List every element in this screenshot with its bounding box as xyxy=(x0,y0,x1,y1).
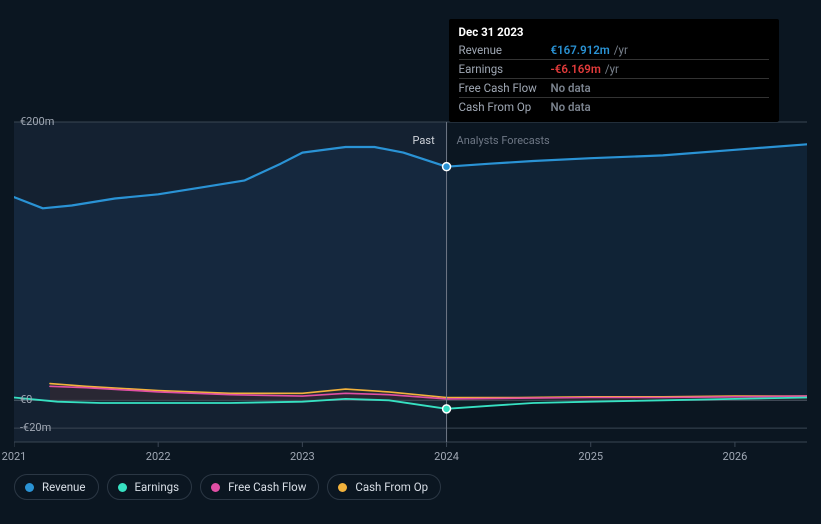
plot-area: €200m €0 -€20m 2021 2022 2023 2024 2025 … xyxy=(14,14,807,496)
x-tick-label: 2021 xyxy=(2,450,27,463)
tooltip-label: Earnings xyxy=(459,62,551,76)
tooltip-value: €167.912m xyxy=(551,43,610,57)
tooltip-label: Revenue xyxy=(459,43,551,57)
legend-label: Earnings xyxy=(135,480,180,494)
legend-item-fcf[interactable]: Free Cash Flow xyxy=(200,474,319,500)
legend-label: Revenue xyxy=(42,480,86,494)
y-tick-label: €200m xyxy=(20,115,54,128)
tooltip-label: Free Cash Flow xyxy=(459,81,551,95)
legend-dot-icon xyxy=(338,483,347,492)
legend-label: Free Cash Flow xyxy=(228,480,306,494)
tooltip-row-fcf: Free Cash Flow No data xyxy=(459,78,769,97)
tooltip-value: -€6.169m xyxy=(551,62,601,76)
x-tick-label: 2023 xyxy=(290,450,315,463)
tooltip: Dec 31 2023 Revenue €167.912m /yr Earnin… xyxy=(449,19,779,122)
legend-dot-icon xyxy=(118,483,127,492)
tooltip-row-cfo: Cash From Op No data xyxy=(459,97,769,116)
y-tick-label: €0 xyxy=(20,393,32,406)
legend-item-cfo[interactable]: Cash From Op xyxy=(327,474,441,500)
tooltip-row-revenue: Revenue €167.912m /yr xyxy=(459,41,769,59)
tooltip-unit: /yr xyxy=(614,43,628,57)
section-label-past: Past xyxy=(413,134,435,147)
tooltip-value: No data xyxy=(551,100,591,114)
x-tick-label: 2024 xyxy=(434,450,459,463)
section-label-forecast: Analysts Forecasts xyxy=(457,134,550,147)
tooltip-value: No data xyxy=(551,81,591,95)
tooltip-date: Dec 31 2023 xyxy=(459,25,769,41)
y-tick-label: -€20m xyxy=(20,421,51,434)
x-tick-label: 2025 xyxy=(578,450,603,463)
legend-dot-icon xyxy=(211,483,220,492)
tooltip-row-earnings: Earnings -€6.169m /yr xyxy=(459,59,769,78)
legend-label: Cash From Op xyxy=(355,480,428,494)
legend-item-revenue[interactable]: Revenue xyxy=(14,474,99,500)
finance-chart: €200m €0 -€20m 2021 2022 2023 2024 2025 … xyxy=(0,0,821,524)
legend: Revenue Earnings Free Cash Flow Cash Fro… xyxy=(14,474,441,500)
legend-item-earnings[interactable]: Earnings xyxy=(107,474,193,500)
x-tick-label: 2026 xyxy=(723,450,748,463)
x-tick-label: 2022 xyxy=(146,450,171,463)
tooltip-label: Cash From Op xyxy=(459,100,551,114)
tooltip-unit: /yr xyxy=(605,62,619,76)
legend-dot-icon xyxy=(25,483,34,492)
